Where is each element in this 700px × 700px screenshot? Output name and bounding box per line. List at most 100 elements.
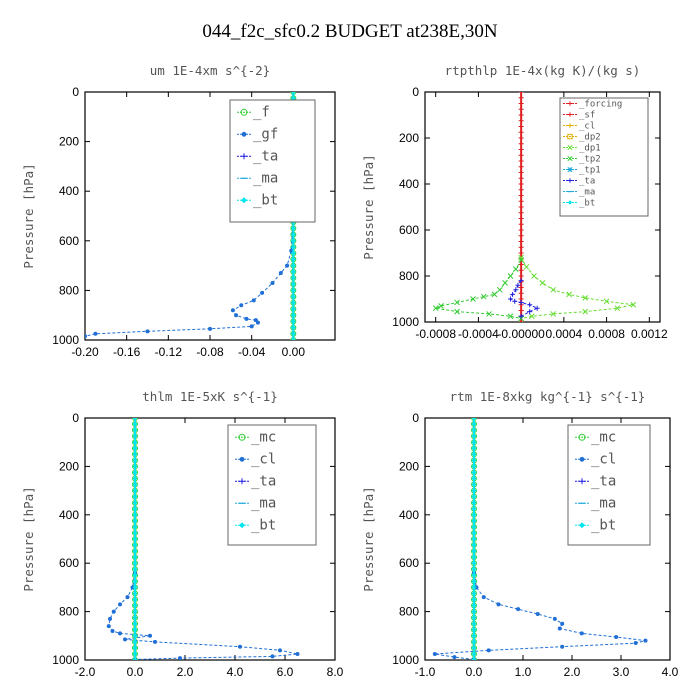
legend-marker [579, 522, 585, 529]
data-point [290, 269, 296, 275]
y-tick-label: 800 [59, 283, 79, 297]
data-point [471, 506, 477, 512]
data-point [290, 294, 296, 300]
data-point [132, 530, 138, 536]
data-point [132, 639, 138, 645]
data-point [518, 254, 524, 261]
legend: _f _gf _ta _ma _bt [229, 99, 316, 223]
data-point [132, 621, 138, 627]
data-point [289, 248, 294, 253]
data-point [148, 633, 152, 638]
y-tick-label: 400 [59, 184, 79, 198]
x-tick-label: -0.08 [196, 345, 224, 359]
data-point [518, 290, 524, 296]
data-point [111, 609, 116, 614]
legend-entry: _mc [251, 430, 276, 446]
data-point [513, 287, 519, 293]
data-point [290, 306, 296, 312]
data-point [132, 657, 138, 660]
data-point [471, 554, 477, 560]
data-point [471, 524, 477, 530]
data-point [125, 595, 130, 600]
data-point [518, 101, 524, 106]
data-point [290, 250, 296, 256]
data-point [132, 463, 138, 469]
data-point [132, 439, 138, 445]
data-point [471, 584, 477, 590]
legend-entry: _bt [251, 518, 276, 534]
legend-entry: _ta [591, 474, 616, 490]
y-tick-label: 600 [399, 223, 419, 237]
series-line [85, 215, 294, 337]
legend-marker [567, 101, 573, 106]
data-point [512, 266, 519, 272]
data-point [471, 639, 477, 645]
panel-title: thlm 1E-5xK s^{-1} [142, 389, 277, 404]
data-point [527, 309, 533, 315]
x-tick-label: -0.00000 [497, 327, 545, 341]
x-tick-label: 2.0 [177, 665, 194, 679]
data-point [518, 257, 524, 263]
data-point [518, 216, 524, 221]
y-tick-label: 200 [399, 131, 419, 145]
data-point [518, 95, 524, 101]
data-point [507, 313, 514, 320]
data-point [132, 578, 138, 584]
data-point [471, 427, 477, 433]
legend: _mc _cl _ta _ma _bt [227, 424, 317, 546]
x-tick-label: 8.0 [327, 665, 344, 679]
legend-entry: _ta [253, 149, 278, 165]
plot-frame [84, 417, 336, 661]
data-point [454, 299, 460, 306]
legend-marker [238, 433, 246, 441]
data-point [480, 293, 487, 300]
data-point [518, 92, 524, 95]
data-point [249, 324, 254, 329]
y-axis-label: Pressure [hPa] [21, 486, 36, 591]
data-point [560, 621, 565, 626]
y-tick-label: 0 [72, 85, 79, 99]
y-tick-label: 1000 [392, 315, 419, 329]
legend-entry: _sf [579, 110, 595, 120]
data-point [518, 233, 524, 239]
data-point [260, 290, 265, 295]
x-tick-label: -0.04 [238, 345, 266, 359]
legend-box [559, 97, 649, 217]
x-tick-label: -0.0004 [458, 327, 499, 341]
data-point [614, 305, 621, 312]
series-dp1 [518, 254, 637, 322]
data-point [132, 651, 138, 657]
data-point [132, 418, 138, 421]
y-tick-label: 400 [399, 177, 419, 191]
data-point [132, 433, 138, 439]
data-point [471, 433, 477, 439]
legend-marker [241, 197, 247, 204]
legend-marker [567, 133, 573, 140]
data-point [535, 612, 540, 617]
data-point [471, 651, 477, 657]
data-point [132, 590, 138, 596]
data-point [518, 112, 524, 118]
data-point [523, 263, 530, 270]
data-point [239, 303, 244, 308]
y-tick-label: 0 [72, 411, 79, 425]
data-point [290, 287, 296, 293]
legend-entry: _mc [591, 430, 616, 446]
data-point [132, 421, 138, 427]
data-point [518, 227, 524, 233]
plot-area [432, 92, 637, 322]
data-point [518, 244, 524, 250]
data-point [290, 318, 296, 324]
data-point [471, 609, 477, 615]
data-point [471, 572, 477, 578]
data-point [290, 95, 296, 101]
x-tick-label: -0.12 [155, 345, 183, 359]
data-point [132, 494, 138, 500]
chart-panel-4: rtm 1E-8xkg kg^{-1} s^{-1} Pressure [hPa]… [361, 389, 679, 679]
y-axis-label: Pressure [hPa] [361, 486, 376, 591]
data-point [108, 616, 112, 621]
data-point [208, 326, 212, 331]
data-point [518, 299, 524, 305]
data-point [481, 595, 486, 600]
series-bt [132, 418, 138, 660]
